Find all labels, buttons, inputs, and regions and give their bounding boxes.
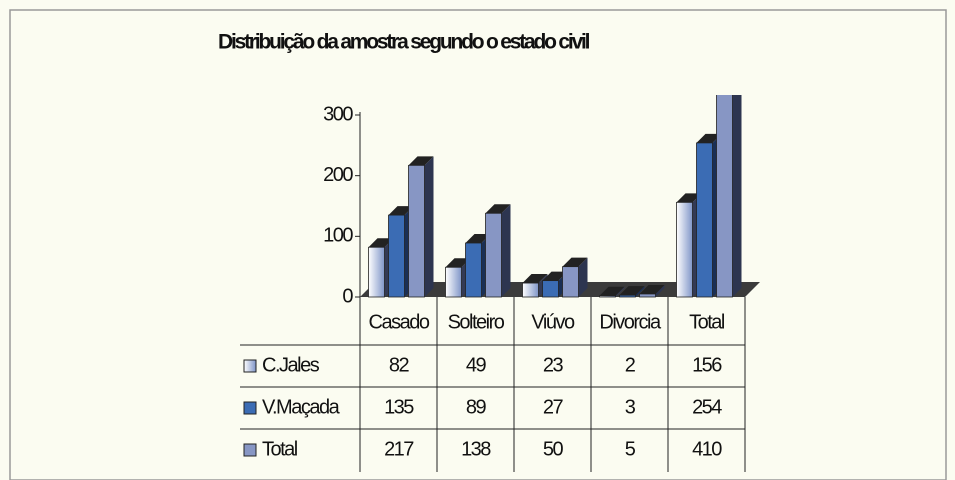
legend-swatch	[243, 443, 257, 457]
bar-top	[676, 193, 702, 203]
legend-label: V.Maçada	[262, 396, 341, 418]
bar	[676, 201, 693, 298]
y-tick-label: 0	[342, 285, 353, 307]
legend-swatch	[243, 359, 257, 373]
x-tick-label: Total	[689, 311, 725, 333]
y-tick-label: 200	[323, 164, 353, 186]
chart-title: Distribuição da amostra segundo o estado…	[218, 31, 590, 54]
legend-label: C.Jales	[262, 354, 320, 376]
y-tick-label: 100	[323, 225, 353, 247]
bar-top	[485, 204, 511, 214]
table-value: 2	[625, 354, 636, 376]
bar-side	[501, 204, 511, 297]
table-value: 50	[543, 438, 564, 460]
table-value: 27	[543, 396, 564, 418]
table-value: 82	[389, 354, 410, 376]
table-value: 23	[543, 354, 564, 376]
bar-top	[562, 257, 588, 267]
bar-top	[639, 284, 665, 294]
bar	[696, 142, 713, 298]
bar	[522, 282, 539, 298]
table-value: 410	[692, 438, 722, 460]
bar-side	[655, 284, 665, 297]
bar-side	[615, 286, 625, 297]
bar-top	[388, 206, 414, 216]
y-tick-label: 300	[323, 103, 353, 125]
bar-top	[599, 286, 625, 296]
table-value: 3	[625, 396, 636, 418]
x-tick-label: Casado	[369, 311, 430, 333]
bar	[408, 164, 425, 298]
bar	[445, 266, 462, 298]
bar-top	[368, 238, 394, 248]
bar-top	[542, 271, 568, 281]
bar	[639, 293, 656, 298]
bar-side	[732, 95, 742, 297]
bar	[368, 246, 385, 298]
bar	[562, 266, 579, 298]
legend-label: Total	[262, 438, 298, 460]
x-tick-label: Solteiro	[448, 311, 505, 333]
table-value: 217	[384, 438, 414, 460]
bar	[619, 294, 636, 298]
x-tick-label: Viúvo	[531, 311, 575, 333]
bar	[388, 214, 405, 298]
table-value: 89	[466, 396, 487, 418]
bar	[542, 280, 559, 298]
x-tick-label: Divorcia	[599, 311, 662, 333]
bar-side	[635, 286, 645, 297]
table-value: 5	[625, 438, 636, 460]
bar-top	[408, 156, 434, 166]
bar-top	[522, 274, 548, 284]
bar-side	[578, 257, 588, 297]
bar-top	[619, 286, 645, 296]
bar	[485, 212, 502, 298]
table-value: 138	[461, 438, 491, 460]
legend-swatch	[243, 401, 257, 415]
table-value: 135	[384, 396, 414, 418]
bar	[716, 95, 733, 298]
table-value: 49	[466, 354, 487, 376]
bar-top	[465, 234, 491, 244]
bar-top	[696, 133, 722, 143]
table-value: 156	[692, 354, 722, 376]
bar-side	[424, 156, 434, 297]
bar-top	[445, 258, 471, 268]
bar	[465, 242, 482, 298]
frame	[9, 9, 947, 480]
table-value: 254	[692, 396, 722, 418]
bar	[599, 295, 616, 298]
